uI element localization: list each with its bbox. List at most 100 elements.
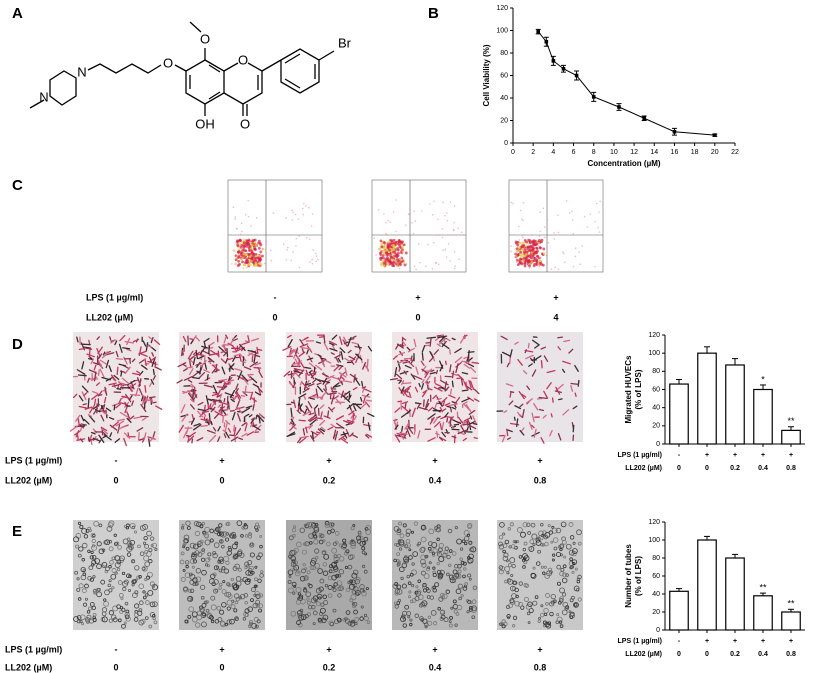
cell: [469, 380, 475, 390]
cell: [256, 619, 261, 624]
cell: [195, 622, 201, 628]
cell: [420, 546, 426, 552]
cell: [441, 593, 448, 600]
cell: [463, 530, 470, 536]
event-dot: [303, 202, 305, 205]
cell: [392, 583, 399, 589]
cell: [188, 588, 193, 593]
cell: [230, 436, 239, 442]
treatment-value: 0: [272, 312, 277, 322]
event-dot: [383, 213, 385, 215]
cell: [359, 584, 365, 590]
cell: [142, 524, 149, 530]
cell: [108, 546, 114, 552]
cell: [536, 397, 543, 400]
event-dot: [532, 259, 536, 262]
cell: [398, 521, 403, 526]
cell: [93, 590, 97, 595]
cell: [241, 341, 250, 346]
cell: [125, 616, 131, 622]
cell: [395, 543, 400, 547]
cell: [124, 340, 135, 344]
cell: [126, 411, 131, 420]
event-dot: [435, 234, 437, 236]
event-dot: [380, 263, 383, 267]
cell: [326, 529, 332, 535]
cell: [361, 386, 367, 389]
cell: [568, 348, 574, 354]
event-dot: [392, 246, 396, 249]
cell: [336, 580, 343, 586]
cell: [559, 571, 565, 577]
event-dot: [528, 240, 532, 244]
cell: [233, 394, 238, 400]
cell: [455, 363, 459, 374]
cell: [181, 523, 185, 527]
cell: [498, 565, 504, 570]
cell: [448, 549, 453, 553]
cell: [311, 431, 314, 440]
event-dot: [563, 261, 566, 263]
cell: [138, 359, 145, 364]
cell: [136, 575, 141, 580]
cell: [190, 403, 195, 410]
cell: [203, 532, 209, 538]
cell: [473, 398, 480, 402]
cell: [211, 367, 217, 374]
event-dot: [405, 263, 408, 265]
event-dot: [522, 236, 524, 239]
cell: [217, 350, 220, 358]
cell: [444, 381, 448, 391]
cell: [311, 533, 317, 539]
cell: [367, 422, 371, 431]
cell: [294, 368, 305, 372]
cell: [439, 406, 443, 413]
cell: [243, 593, 249, 598]
micrograph: [392, 520, 478, 630]
cell: [320, 426, 326, 432]
event-dot: [417, 243, 420, 245]
cell: [365, 524, 371, 531]
event-dot: [286, 249, 288, 251]
cell: [104, 569, 109, 574]
cell: [439, 569, 445, 576]
cell: [300, 361, 305, 369]
cell: [249, 542, 255, 548]
cell: [473, 437, 478, 439]
cell: [466, 426, 469, 431]
treatment-value: +: [733, 452, 737, 459]
chemical-structure: Br O O N N OH O O: [29, 21, 352, 131]
cell: [338, 371, 347, 378]
cell: [534, 595, 539, 599]
treatment-value: -: [115, 455, 118, 465]
cell: [188, 420, 193, 423]
cell: [292, 525, 297, 529]
cell: [317, 354, 322, 358]
cell: [342, 339, 348, 347]
event-dot: [557, 268, 560, 270]
event-dot: [460, 231, 463, 234]
cell: [140, 403, 147, 413]
cell: [93, 398, 97, 406]
cell: [557, 545, 562, 549]
cell: [205, 608, 210, 613]
cell: [144, 616, 149, 620]
cell: [131, 400, 134, 406]
event-dot: [246, 241, 250, 245]
event-dot: [510, 250, 512, 253]
cell: [192, 543, 199, 550]
cell: [198, 607, 204, 613]
cell: [462, 437, 467, 442]
y-tick-label: 20: [652, 609, 660, 616]
cell: [394, 604, 399, 609]
cell: [457, 563, 462, 569]
cell: [326, 541, 331, 547]
cell: [221, 345, 227, 350]
cell: [400, 576, 404, 581]
event-dot: [572, 232, 575, 235]
cell: [315, 341, 322, 344]
cell: [534, 344, 540, 349]
event-dot: [311, 262, 314, 265]
cell: [115, 541, 120, 546]
event-dot: [241, 260, 244, 264]
